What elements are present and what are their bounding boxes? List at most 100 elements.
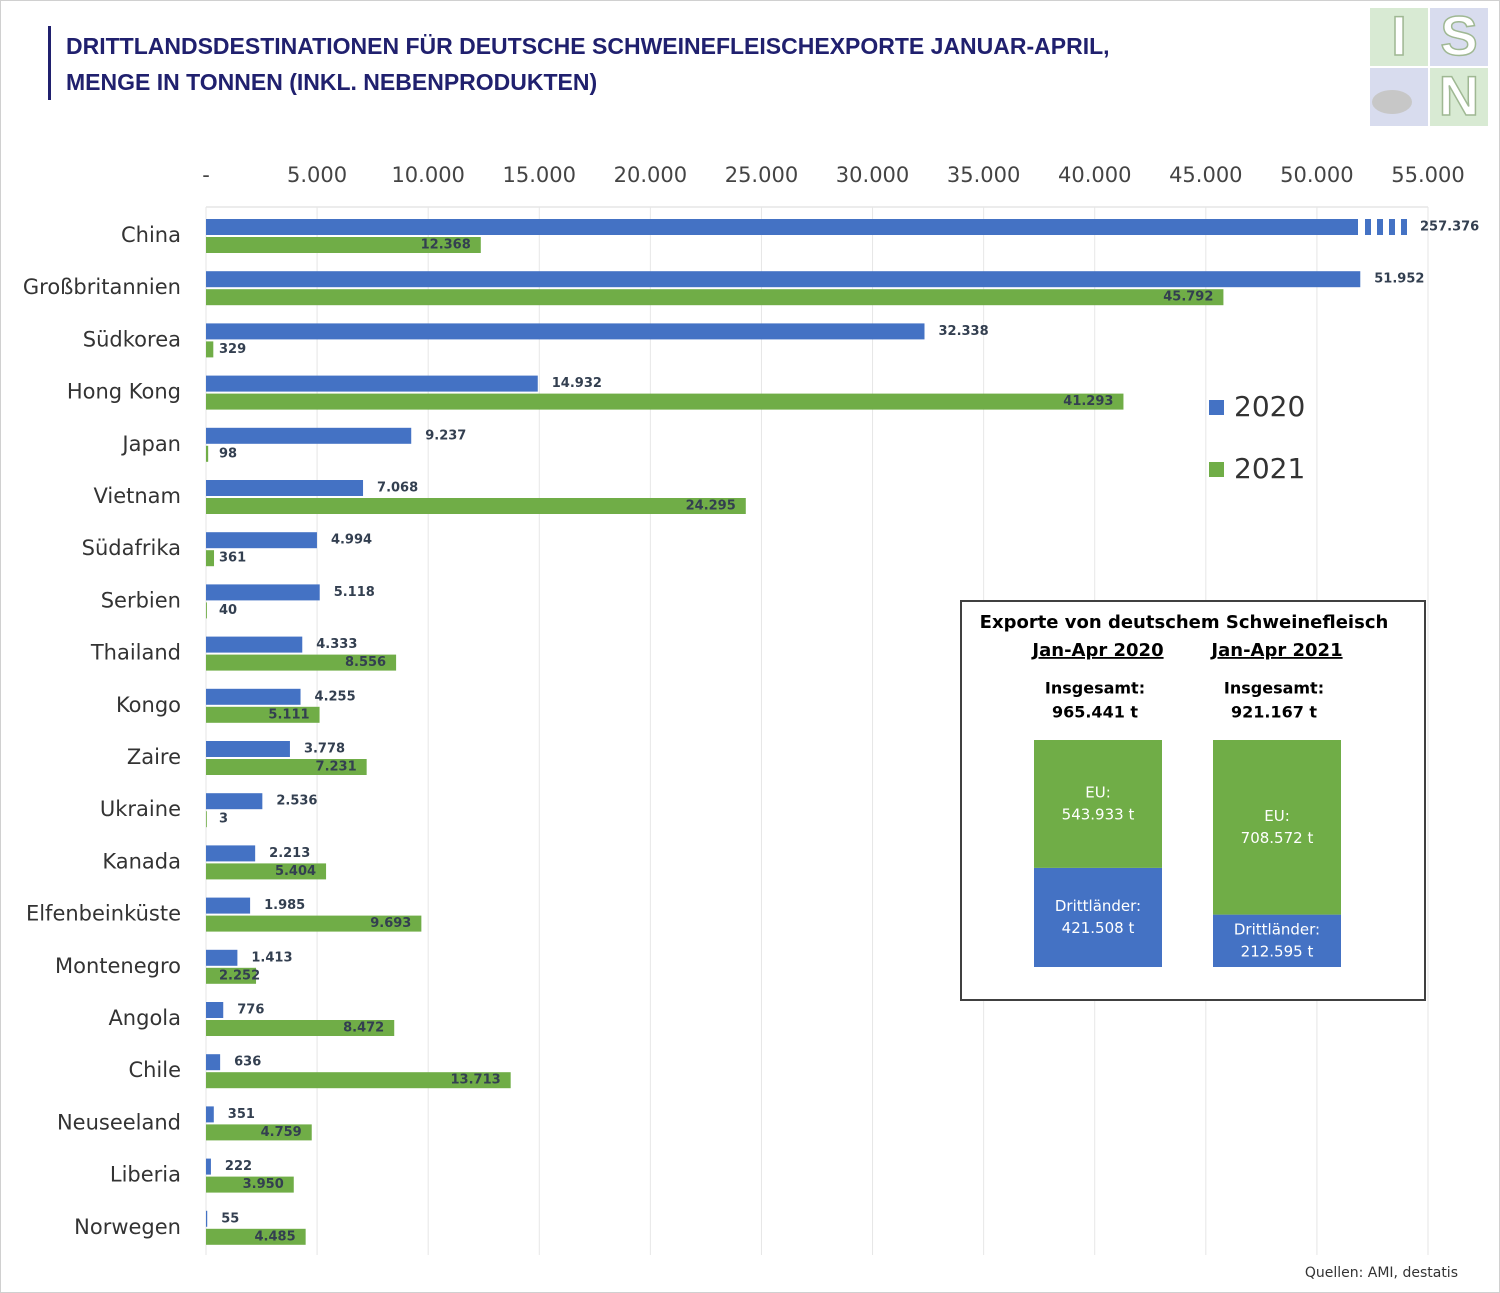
y-tick-label: Liberia [110,1163,181,1187]
data-label: 3 [219,812,228,827]
segment-value: 421.508 t [1062,919,1135,937]
bar [206,654,397,671]
segment-name: EU: [1264,807,1290,825]
bar [206,219,1358,235]
data-label: 222 [225,1159,252,1174]
bar [206,1072,511,1089]
y-tick-label: Südafrika [82,536,181,560]
data-label: 4.333 [316,637,357,652]
data-label: 4.759 [261,1125,302,1140]
bar [206,427,412,444]
bar [206,1054,221,1071]
x-tick-label: 50.000 [1280,163,1353,187]
data-label: 351 [228,1107,255,1122]
data-label: 8.472 [343,1021,384,1036]
data-label: 4.994 [331,533,372,548]
data-label: 24.295 [686,499,736,514]
bar [206,811,207,828]
bar [206,1176,294,1193]
data-label: 12.368 [421,238,471,253]
bar [206,793,263,810]
data-label: 41.293 [1063,394,1113,409]
x-tick-label: 10.000 [391,163,464,187]
data-label: 1.413 [251,950,292,965]
y-tick-label: Kanada [102,849,181,873]
y-tick-label: China [121,223,181,247]
bar [206,498,746,514]
data-label: 8.556 [345,655,386,670]
data-label: 7.231 [316,760,357,775]
bar [206,863,327,880]
y-tick-label: Zaire [127,745,181,769]
bar [206,584,320,601]
bar-break [1401,219,1407,235]
y-tick-label: Montenegro [55,954,181,978]
inset-category: Jan-Apr 2020 [1030,640,1163,661]
source: Quellen: AMI, destatis [1305,1265,1458,1281]
data-label: 636 [234,1055,261,1070]
y-tick-label: Japan [120,432,181,456]
segment-value: 543.933 t [1062,805,1135,823]
y-tick-label: Neuseeland [57,1110,181,1134]
inset-title: Exporte von deutschem Schweinefleisch [980,612,1389,633]
data-label: 1.985 [264,898,305,913]
data-label: 3.950 [243,1177,284,1192]
bar [206,271,1361,288]
bar [206,237,481,253]
legend-label: 2020 [1234,390,1305,423]
data-label: 329 [219,342,246,357]
data-label: 9.693 [370,916,411,931]
x-tick-label: - [202,163,210,187]
logo-tile [1430,8,1488,66]
data-label: 5.404 [275,864,316,879]
title-accent [48,26,51,100]
bar [206,1158,211,1175]
y-tick-label: Thailand [90,641,181,665]
total-value: 965.441 t [1052,703,1138,722]
x-tick-label: 30.000 [836,163,909,187]
y-tick-label: Norwegen [74,1215,181,1239]
data-label: 4.485 [255,1229,296,1244]
data-label: 40 [219,603,237,618]
data-label: 2.213 [269,846,310,861]
segment-name: Drittländer: [1234,920,1320,938]
data-label: 257.376 [1420,220,1479,235]
data-label: 2.252 [219,968,260,983]
y-tick-label: Hong Kong [67,380,181,404]
y-tick-label: Ukraine [100,797,181,821]
x-tick-label: 20.000 [614,163,687,187]
bar [206,341,214,358]
segment-name: Drittländer: [1055,897,1141,915]
bar [206,759,367,775]
bar [206,323,925,340]
bar [206,375,538,392]
stacked-segment [1034,867,1162,967]
y-tick-label: Chile [128,1058,181,1082]
data-label: 45.792 [1163,290,1213,305]
bar-break [1365,219,1371,235]
logo-letter: I [1391,4,1407,67]
segment-value: 212.595 t [1241,942,1314,960]
logo-tile [1430,68,1488,126]
bar [206,688,301,705]
bar [206,1106,214,1123]
total-value: 921.167 t [1231,703,1317,722]
data-label: 361 [219,551,246,566]
legend-swatch [1209,400,1224,415]
stacked-segment [1213,914,1341,967]
bar [206,445,209,462]
segment-value: 708.572 t [1241,829,1314,847]
bar [206,1228,306,1245]
bar-break [1389,219,1395,235]
legend-label: 2021 [1234,452,1305,485]
segment-name: EU: [1085,783,1111,801]
stacked-segment [1213,740,1341,915]
data-label: 55 [221,1211,239,1226]
bar [206,532,317,549]
logo-letter: S [1440,4,1477,67]
bar [206,636,303,653]
data-label: 3.778 [304,742,345,757]
data-label: 98 [219,446,237,461]
